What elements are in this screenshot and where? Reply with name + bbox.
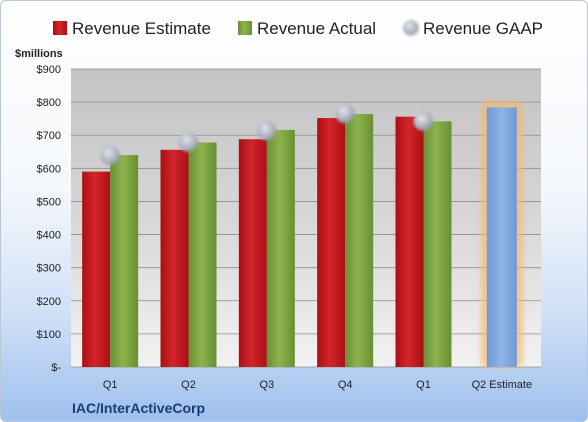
legend-label-actual: Revenue Actual (257, 19, 376, 38)
legend-swatch-gaap (403, 20, 419, 36)
legend-swatch-estimate (53, 21, 67, 35)
y-tick-label: $200 (37, 296, 61, 308)
bar-revenue-actual (266, 129, 295, 367)
bar-revenue-estimate (395, 116, 424, 368)
y-axis-unit-label: $millions (15, 48, 63, 60)
y-tick-label: $400 (37, 230, 61, 242)
y-tick-label: $100 (37, 329, 61, 341)
x-tick-label: Q4 (338, 379, 353, 391)
point-revenue-gaap (413, 111, 434, 132)
bars (82, 101, 523, 368)
point-revenue-gaap (335, 103, 356, 124)
bar-revenue-actual (423, 121, 452, 367)
y-tick-label: $- (51, 362, 61, 374)
legend-item-gaap: Revenue GAAP (403, 19, 543, 38)
bar-revenue-forecast (486, 107, 517, 368)
legend-label-estimate: Revenue Estimate (72, 19, 211, 38)
y-tick-label: $900 (37, 64, 61, 76)
legend-item-estimate: Revenue Estimate (53, 19, 211, 38)
y-tick-label: $800 (37, 97, 61, 109)
y-axis-ticks: $- $100 $200 $300 $400 $500 $600 $700 $800 $900 (37, 64, 62, 374)
legend-swatch-actual (238, 21, 252, 35)
x-tick-label: Q2 (181, 379, 196, 391)
legend-item-actual: Revenue Actual (238, 19, 376, 38)
bar-revenue-actual (110, 155, 139, 367)
y-tick-label: $600 (37, 163, 61, 175)
y-tick-label: $700 (37, 130, 61, 142)
bar-revenue-actual (345, 114, 374, 367)
point-revenue-gaap (256, 120, 277, 141)
x-tick-label: Q2 Estimate (472, 379, 533, 391)
y-tick-label: $300 (37, 263, 61, 275)
company-name: IAC/InterActiveCorp (72, 400, 205, 416)
bar-revenue-actual (188, 142, 217, 367)
x-tick-label: Q3 (259, 379, 274, 391)
bar-revenue-estimate (82, 171, 111, 367)
legend-label-gaap: Revenue GAAP (423, 19, 543, 38)
point-revenue-gaap (100, 145, 121, 166)
bar-revenue-estimate (160, 149, 189, 367)
x-tick-label: Q1 (416, 379, 431, 391)
legend: Revenue Estimate Revenue Actual Revenue … (53, 19, 543, 38)
x-tick-label: Q1 (103, 379, 118, 391)
bar-revenue-estimate (238, 139, 267, 367)
bar-revenue-estimate (317, 118, 346, 367)
x-axis-ticks: Q1 Q2 Q3 Q4 Q1 Q2 Estimate (103, 379, 532, 391)
gridlines (71, 68, 541, 368)
point-revenue-gaap (178, 132, 199, 153)
plot-area (71, 69, 541, 367)
y-tick-label: $500 (37, 196, 61, 208)
